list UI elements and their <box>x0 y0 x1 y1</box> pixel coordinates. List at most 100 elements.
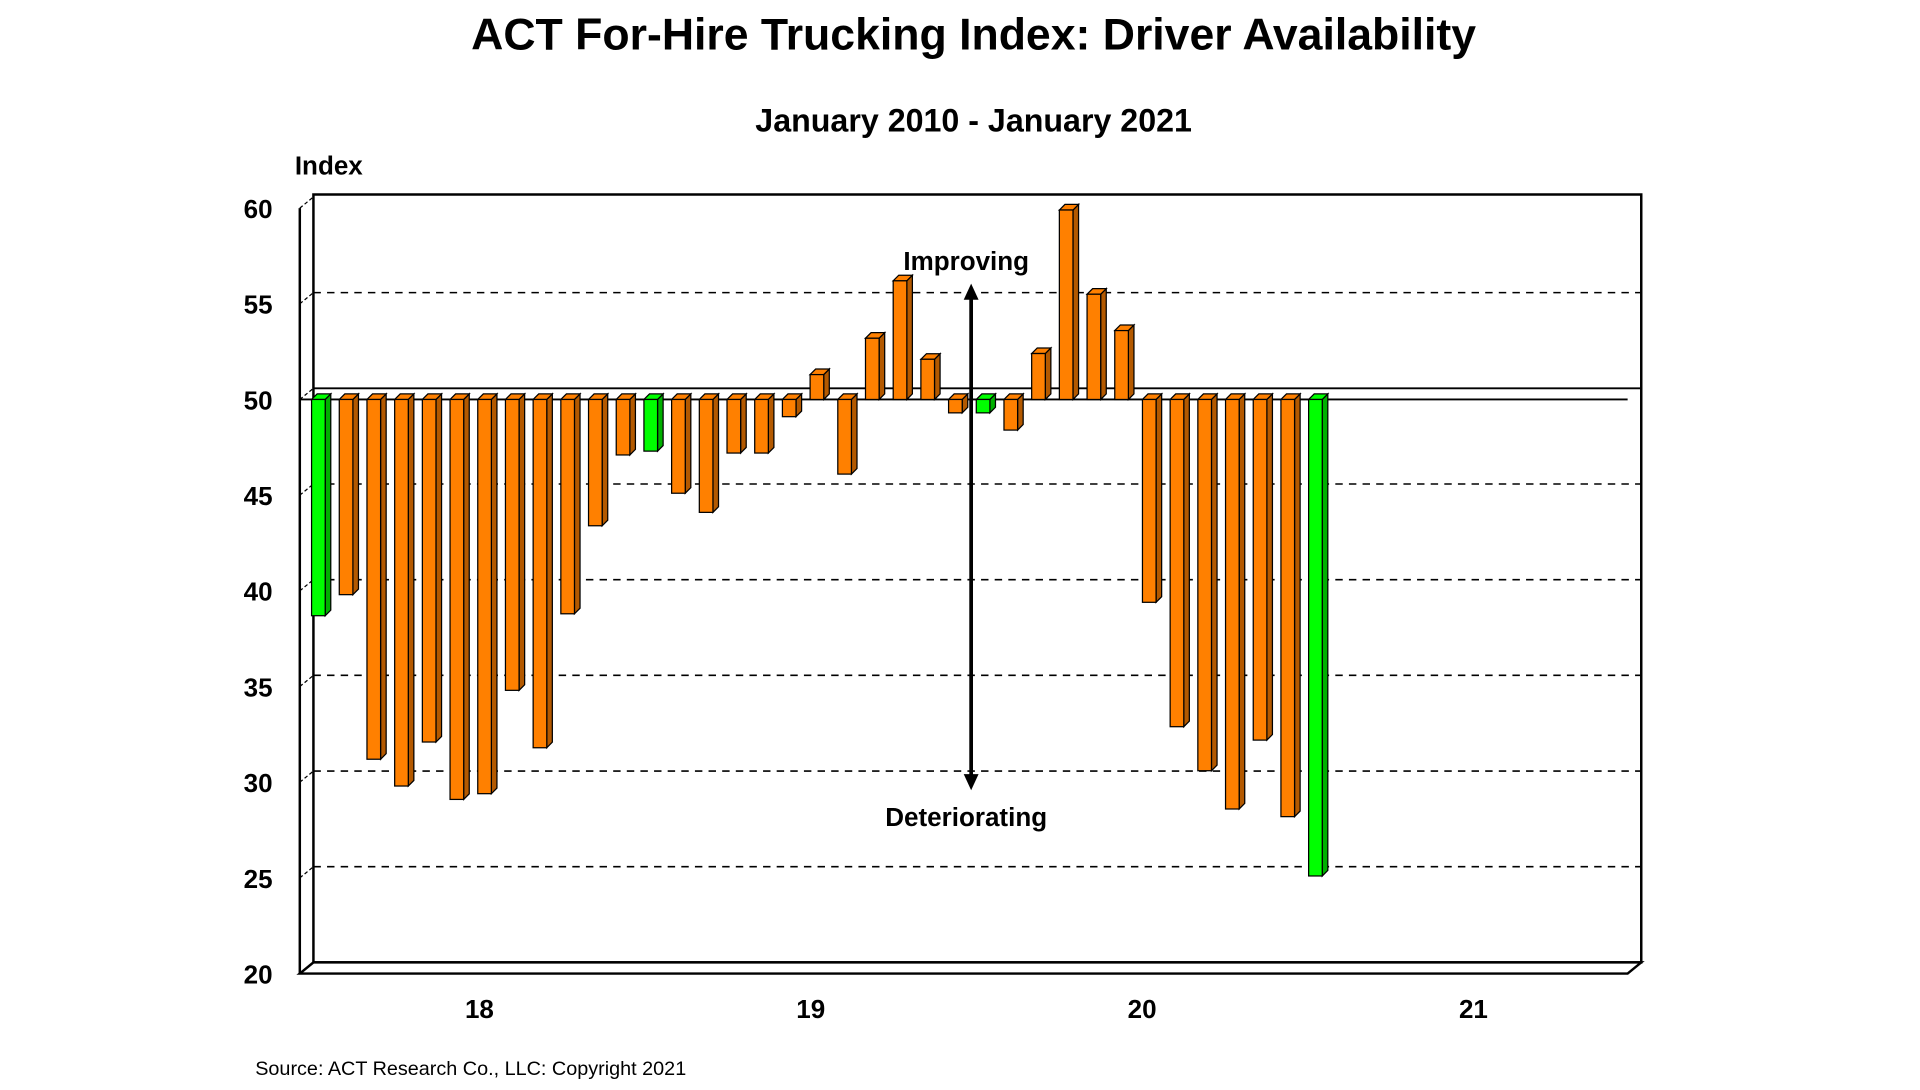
bar-front <box>920 358 936 401</box>
floor <box>296 961 1645 975</box>
bar <box>670 392 693 495</box>
bar-front <box>1308 398 1323 877</box>
bar-front <box>1224 398 1240 810</box>
bar-front <box>864 337 880 401</box>
bar <box>614 392 637 457</box>
bar-front <box>1114 329 1129 401</box>
bar-side <box>906 273 914 401</box>
bar-side <box>767 392 775 455</box>
bar <box>808 367 831 401</box>
x-tick-label: 19 <box>796 994 825 1024</box>
bar <box>891 273 914 401</box>
bar <box>1307 392 1330 878</box>
bar-front <box>892 280 908 401</box>
bar <box>448 392 471 801</box>
bar <box>780 392 804 419</box>
bar-side <box>573 392 581 616</box>
y-tick-label: 45 <box>244 481 273 511</box>
bar <box>1085 287 1108 401</box>
x-tick-label: 18 <box>465 994 494 1024</box>
bar <box>642 392 665 453</box>
bar <box>1140 392 1164 604</box>
bar <box>531 392 554 750</box>
bar-front <box>643 398 659 452</box>
bar <box>919 352 942 401</box>
y-tick-label: 30 <box>244 768 273 798</box>
chart-subtitle: January 2010 - January 2021 <box>755 102 1192 138</box>
y-tick-label: 40 <box>244 577 273 607</box>
bar-side <box>629 392 637 457</box>
bar <box>503 392 527 692</box>
bar-side <box>1100 287 1107 401</box>
bar-side <box>1155 392 1163 604</box>
bar <box>836 392 859 476</box>
bar-side <box>352 392 360 597</box>
bar <box>310 392 333 618</box>
bar-side <box>601 392 609 528</box>
bar <box>947 392 970 415</box>
bar-side <box>407 392 415 788</box>
bar-side <box>684 392 692 495</box>
bar-front <box>754 398 769 454</box>
bar-front <box>560 398 576 615</box>
bar-side <box>1321 392 1329 878</box>
bar-front <box>1280 398 1296 818</box>
y-tick-label: 50 <box>244 385 273 415</box>
x-tick-label: 21 <box>1459 994 1488 1024</box>
source-note: Source: ACT Research Co., LLC: Copyright… <box>255 1058 686 1080</box>
bar-side <box>435 392 443 744</box>
bar-front <box>1086 293 1102 401</box>
bar-front <box>947 398 963 414</box>
y-tick-label: 20 <box>244 959 273 989</box>
bar-front <box>615 398 631 456</box>
bar-side <box>712 392 720 514</box>
bar-front <box>1197 398 1213 772</box>
chart-title: ACT For-Hire Trucking Index: Driver Avai… <box>471 11 1476 60</box>
bar <box>725 392 748 455</box>
bar <box>365 392 388 761</box>
bar-front <box>1141 398 1157 603</box>
bar-front <box>477 398 492 795</box>
bar <box>1168 392 1191 729</box>
bar <box>1251 392 1274 742</box>
bar-front <box>809 373 825 401</box>
bar-side <box>740 392 747 455</box>
y-tick-label: 60 <box>244 194 273 224</box>
bar <box>476 392 499 796</box>
bar-side <box>518 392 526 692</box>
bar-side <box>933 352 941 401</box>
improving-label: Improving <box>903 246 1029 276</box>
bar <box>753 392 776 455</box>
bar-front <box>587 398 603 527</box>
bar <box>420 392 444 744</box>
bar-side <box>1072 202 1080 401</box>
bar-side <box>379 392 387 761</box>
y-tick-label: 25 <box>244 864 273 894</box>
bar <box>337 392 360 597</box>
bar-front <box>698 398 714 513</box>
bar <box>1030 346 1053 401</box>
direction-arrow <box>963 283 979 791</box>
bar <box>697 392 721 514</box>
bar-side <box>1238 392 1246 811</box>
bar-side <box>1127 323 1135 401</box>
bar-side <box>324 392 332 618</box>
bar-front <box>1031 352 1046 401</box>
x-tick-labels: 18 19 20 21 <box>465 994 1488 1024</box>
bars <box>310 202 1330 878</box>
bar-front <box>1058 209 1074 401</box>
bar-front <box>1003 398 1019 431</box>
bar-front <box>1252 398 1268 741</box>
bar <box>1196 392 1219 773</box>
bar <box>863 331 887 401</box>
bar-side <box>546 392 553 750</box>
bar <box>1057 202 1081 401</box>
y-tick-labels: 60 55 50 45 40 35 30 25 20 <box>244 194 273 989</box>
bar-front <box>781 398 797 418</box>
bar-front <box>421 398 437 743</box>
bar-side <box>1293 392 1301 819</box>
bar-front <box>726 398 742 454</box>
bar-side <box>1210 392 1218 773</box>
bar-front <box>449 398 465 801</box>
bar-side <box>463 392 470 801</box>
